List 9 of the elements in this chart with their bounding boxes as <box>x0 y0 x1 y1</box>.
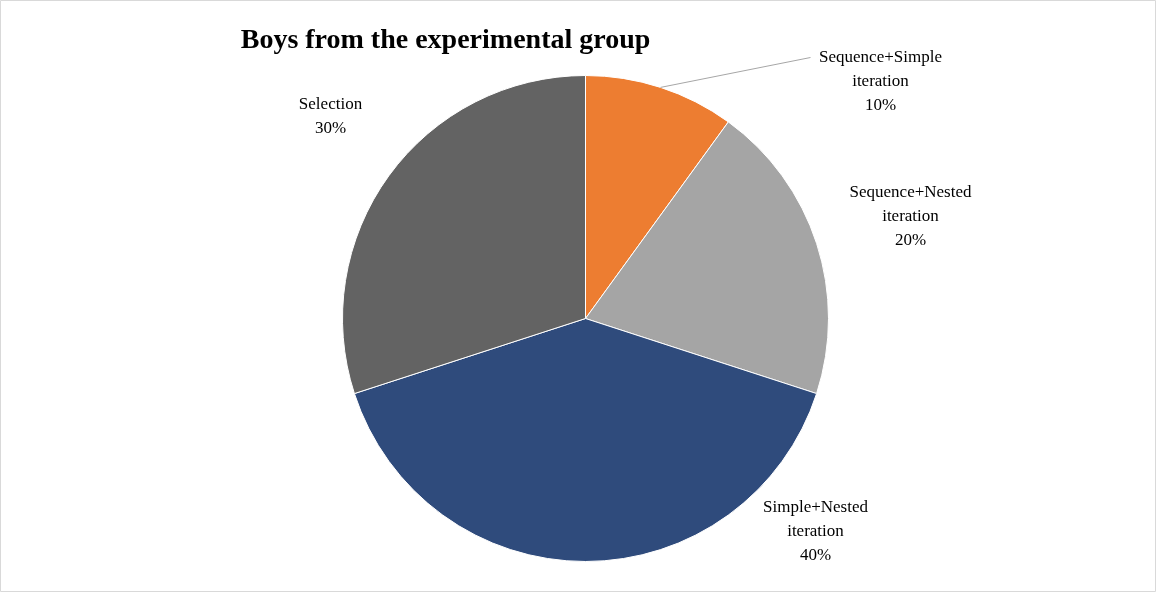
slice-label: Sequence+Nested iteration <box>849 182 972 225</box>
chart-title: Boys from the experimental group <box>240 23 651 54</box>
slice-label: Sequence+Simple iteration <box>819 47 942 90</box>
data-label: 10% <box>864 94 897 114</box>
slice-label: Simple+Nested iteration <box>763 497 869 540</box>
data-label: 30% <box>314 117 347 137</box>
slice-label: Selection <box>298 94 363 114</box>
data-label: 40% <box>799 544 832 564</box>
data-label: 20% <box>894 229 927 249</box>
